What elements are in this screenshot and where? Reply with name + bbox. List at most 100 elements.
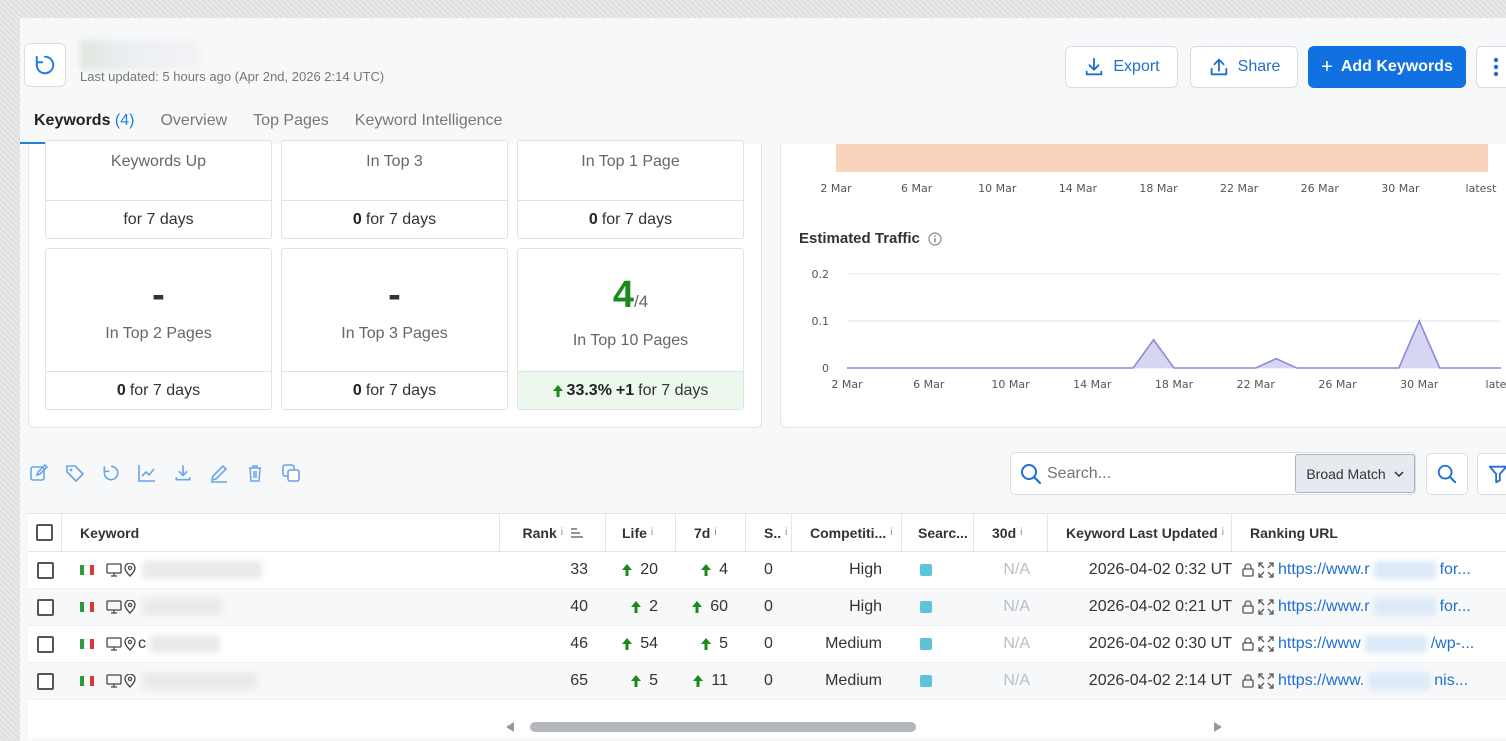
keyword-cell[interactable] [62, 552, 500, 588]
export-button[interactable]: Export [1065, 46, 1178, 88]
d7-cell: 11 [676, 663, 746, 699]
ranking-url-link-end[interactable]: for... [1439, 598, 1471, 615]
search-volume-cell [902, 663, 974, 699]
table-row[interactable]: 65 5 11 0 Medium N/A 2026-04-02 2:14 UT https:/… [28, 663, 1506, 700]
filter-button[interactable] [1477, 453, 1506, 495]
x-tick-label: 26 Mar [1318, 378, 1357, 391]
scrollbar-thumb[interactable] [530, 722, 916, 732]
info-icon[interactable] [928, 231, 942, 246]
refresh-rows-icon[interactable] [100, 462, 122, 484]
ranking-area [836, 144, 1488, 172]
row-checkbox[interactable] [36, 598, 54, 616]
d7-cell: 5 [676, 626, 746, 662]
scroll-right-icon[interactable] [1214, 722, 1222, 732]
sort-icon[interactable] [571, 527, 583, 538]
horizontal-scrollbar[interactable] [28, 716, 1506, 738]
row-checkbox[interactable] [36, 635, 54, 653]
col-s[interactable]: S.. i [746, 514, 792, 551]
col-30d[interactable]: 30d i [974, 514, 1048, 551]
keyword-cell[interactable] [62, 589, 500, 625]
y-tick-label: 0.2 [812, 268, 830, 281]
info-icon[interactable]: i [650, 527, 654, 538]
expand-icon[interactable] [1258, 636, 1274, 652]
match-type-select[interactable]: Broad Match [1295, 454, 1415, 493]
expand-icon[interactable] [1258, 599, 1274, 615]
table-row[interactable]: c 46 54 5 0 Medium N/A 2026-04-02 0:30 UT https:… [28, 626, 1506, 663]
refresh-button[interactable] [24, 43, 66, 87]
expand-icon[interactable] [1258, 673, 1274, 689]
tab-keywords[interactable]: Keywords (4) [20, 110, 147, 144]
trend-chart-icon[interactable] [136, 462, 158, 484]
search-button[interactable] [1426, 453, 1468, 495]
duplicate-icon[interactable] [280, 462, 302, 484]
tag-icon[interactable] [64, 462, 86, 484]
keyword-cell[interactable] [62, 663, 500, 699]
info-icon[interactable]: i [785, 527, 788, 538]
share-button[interactable]: Share [1190, 46, 1298, 88]
ranking-url-link-start[interactable]: https://www. [1278, 672, 1365, 689]
scroll-left-icon[interactable] [506, 722, 514, 732]
stat-label: Keywords Up [110, 153, 207, 170]
ranking-url-link-start[interactable]: https://www.r [1278, 598, 1370, 615]
info-icon[interactable]: i [560, 527, 563, 538]
tab-overview[interactable]: Overview [160, 112, 228, 129]
lock-icon[interactable] [1242, 674, 1254, 688]
stat-footer: 0 for 7 days [518, 200, 743, 238]
lock-icon[interactable] [1242, 637, 1254, 651]
stat-footer-text: for 7 days [638, 381, 709, 399]
share-label: Share [1237, 58, 1281, 75]
italy-flag-icon [80, 676, 94, 686]
info-icon[interactable]: i [1020, 527, 1023, 538]
lock-icon[interactable] [1242, 563, 1254, 577]
ranking-url-link-end[interactable]: /wp-... [1430, 635, 1475, 652]
arrow-up-icon [552, 384, 563, 397]
ranking-url-cell: https://www.r for... [1232, 552, 1506, 588]
pencil-icon[interactable] [208, 462, 230, 484]
url-blurred [1373, 598, 1436, 616]
add-keywords-button[interactable]: + Add Keywords [1308, 46, 1466, 88]
col-competition-label: Competiti... [810, 524, 887, 541]
table-row[interactable]: 40 2 60 0 High N/A 2026-04-02 0:21 UT https://w… [28, 589, 1506, 626]
ranking-url-link-start[interactable]: https://www [1278, 635, 1361, 652]
trash-icon[interactable] [244, 462, 266, 484]
col-search-volume[interactable]: Searc... [902, 514, 974, 551]
col-competition[interactable]: Competiti... i [792, 514, 902, 551]
search-icon [1021, 464, 1042, 485]
x-tick-label: 26 Mar [1301, 182, 1340, 195]
more-options-button[interactable] [1476, 46, 1506, 88]
col-ranking-url[interactable]: Ranking URL [1232, 514, 1506, 551]
keyword-cell[interactable]: c [62, 626, 500, 662]
ranking-url-link-start[interactable]: https://www.r [1278, 561, 1370, 578]
tab-top-pages[interactable]: Top Pages [253, 112, 329, 129]
col-life[interactable]: Life i [606, 514, 676, 551]
ranking-url-link-end[interactable]: nis... [1434, 672, 1469, 689]
col-keyword[interactable]: Keyword [62, 514, 500, 551]
competition-cell: High [849, 598, 882, 615]
life-value: 5 [649, 672, 658, 689]
d7-value: 60 [710, 598, 728, 615]
refresh-icon [35, 55, 55, 75]
lock-icon[interactable] [1242, 600, 1254, 614]
keyword-text-blurred [142, 672, 257, 690]
ranking-url-link-end[interactable]: for... [1439, 561, 1471, 578]
stats-panel: Keywords Up for 7 days In Top 3 0 for 7 d… [28, 140, 762, 428]
edit-icon[interactable] [28, 462, 50, 484]
stat-footer: 33.3% +1 for 7 days [518, 371, 743, 409]
col-7d[interactable]: 7d i [676, 514, 746, 551]
row-checkbox[interactable] [36, 561, 54, 579]
expand-icon[interactable] [1258, 562, 1274, 578]
row-checkbox[interactable] [36, 672, 54, 690]
search-input[interactable] [1047, 461, 1287, 487]
table-row[interactable]: 33 20 4 0 High N/A 2026-04-02 0:32 UT https://w… [28, 552, 1506, 589]
download-icon [1086, 57, 1103, 76]
tab-keyword-intelligence[interactable]: Keyword Intelligence [354, 112, 503, 129]
col-updated-label: Keyword Last Updated [1066, 524, 1218, 541]
info-icon[interactable]: i [714, 527, 717, 538]
col-rank[interactable]: Rank i [500, 514, 606, 551]
col-keyword-last-updated[interactable]: Keyword Last Updated i [1048, 514, 1232, 551]
info-icon[interactable]: i [1221, 527, 1224, 538]
download-rows-icon[interactable] [172, 462, 194, 484]
volume-bar-icon [920, 564, 932, 576]
select-all-checkbox[interactable] [36, 524, 53, 541]
info-icon[interactable]: i [890, 527, 893, 538]
